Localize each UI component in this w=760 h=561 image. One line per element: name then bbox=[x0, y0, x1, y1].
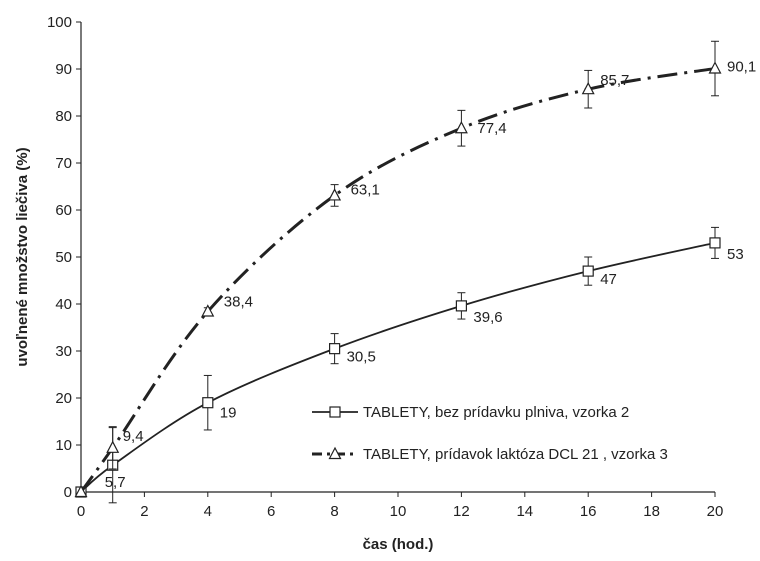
data-point-triangle bbox=[581, 81, 595, 95]
x-tick-label: 18 bbox=[643, 503, 660, 520]
data-label: 9,4 bbox=[123, 428, 144, 445]
y-tick-label: 60 bbox=[55, 202, 72, 219]
data-label: 90,1 bbox=[727, 59, 756, 76]
y-axis-title: uvoľnené množstvo liečiva (%) bbox=[14, 147, 31, 366]
data-label: 30,5 bbox=[347, 349, 376, 366]
x-tick-label: 6 bbox=[267, 503, 275, 520]
x-tick-label: 8 bbox=[330, 503, 338, 520]
legend bbox=[305, 395, 715, 475]
y-tick-label: 10 bbox=[55, 437, 72, 454]
y-tick-label: 30 bbox=[55, 343, 72, 360]
data-label: 5,7 bbox=[105, 474, 126, 491]
legend-label-series-2: TABLETY, prídavok laktóza DCL 21 , vzork… bbox=[363, 446, 668, 463]
y-tick-label: 40 bbox=[55, 296, 72, 313]
x-tick-label: 14 bbox=[516, 503, 533, 520]
x-tick-label: 0 bbox=[77, 503, 85, 520]
y-tick-label: 70 bbox=[55, 155, 72, 172]
data-label: 47 bbox=[600, 271, 617, 288]
data-point-square bbox=[709, 237, 721, 249]
x-tick-label: 4 bbox=[204, 503, 212, 520]
y-tick-label: 0 bbox=[64, 484, 72, 501]
data-point-triangle bbox=[708, 61, 722, 74]
data-point-triangle bbox=[201, 304, 215, 317]
data-label: 77,4 bbox=[477, 120, 506, 137]
data-point-triangle bbox=[328, 188, 342, 201]
x-tick-label: 20 bbox=[707, 503, 724, 520]
data-label: 53 bbox=[727, 246, 744, 263]
x-tick-label: 10 bbox=[390, 503, 407, 520]
y-tick-label: 90 bbox=[55, 61, 72, 78]
x-tick-label: 2 bbox=[140, 503, 148, 520]
data-label: 85,7 bbox=[600, 72, 629, 89]
data-label: 39,6 bbox=[473, 309, 502, 326]
series-2: 9,4 38,4 63,1 77,4 85,7 90,1 bbox=[74, 40, 756, 498]
legend-label-series-1: TABLETY, bez prídavku plniva, vzorka 2 bbox=[363, 404, 629, 421]
y-tick-label: 80 bbox=[55, 108, 72, 125]
legend-marker-square bbox=[329, 406, 341, 418]
data-point-triangle bbox=[106, 440, 120, 453]
legend-item-2 bbox=[312, 446, 358, 460]
data-point-square bbox=[455, 300, 467, 312]
data-label: 63,1 bbox=[351, 181, 380, 198]
data-point-square bbox=[329, 343, 341, 355]
data-point-square bbox=[582, 265, 594, 277]
y-tick-label: 50 bbox=[55, 249, 72, 266]
data-point-triangle bbox=[74, 484, 88, 498]
legend-marker-triangle bbox=[328, 446, 342, 460]
x-tick-label: 12 bbox=[453, 503, 470, 520]
data-label: 19 bbox=[220, 405, 237, 422]
x-axis-title: čas (hod.) bbox=[363, 536, 434, 553]
data-point-square bbox=[202, 397, 214, 409]
data-label: 38,4 bbox=[224, 294, 253, 311]
y-tick-label: 100 bbox=[47, 14, 72, 31]
data-point-triangle bbox=[454, 120, 468, 134]
y-tick-label: 20 bbox=[55, 390, 72, 407]
x-tick-label: 16 bbox=[580, 503, 597, 520]
legend-item-1 bbox=[312, 406, 358, 418]
